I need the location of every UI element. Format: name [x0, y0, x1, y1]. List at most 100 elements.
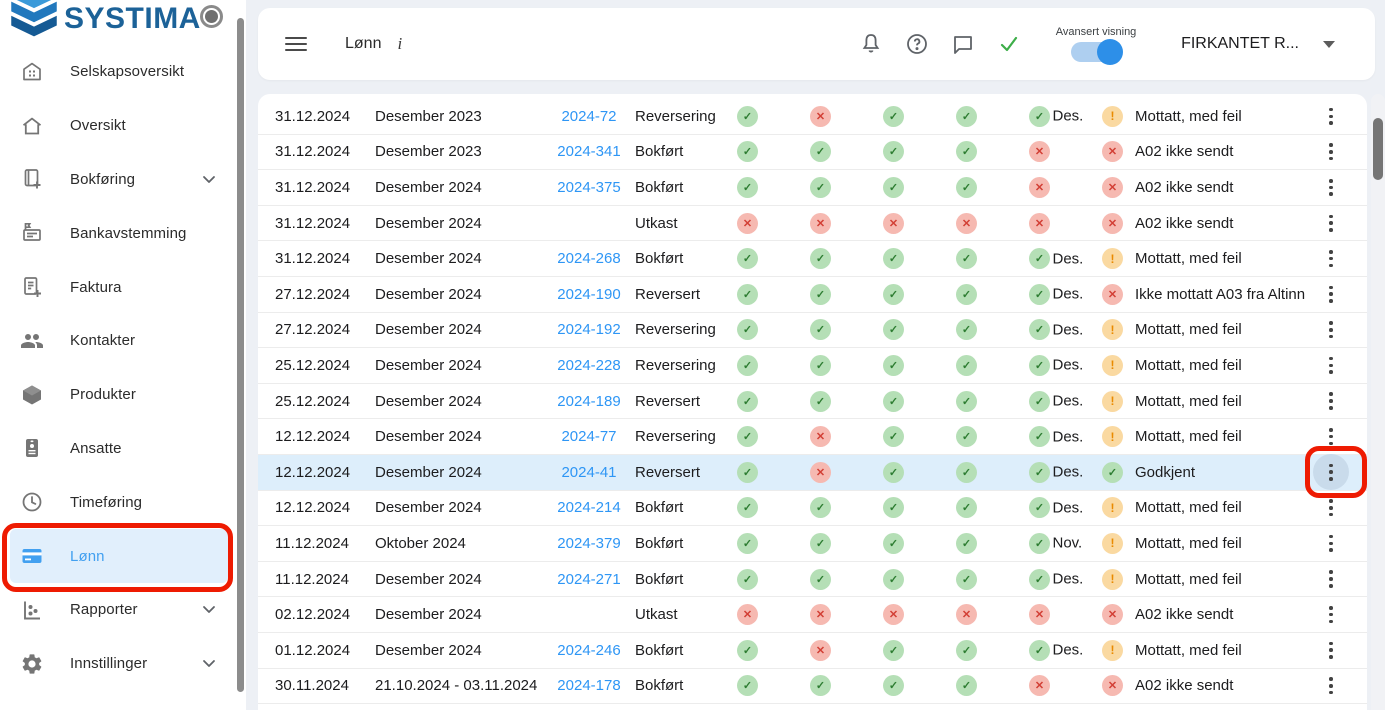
row-status: Reversert — [635, 285, 701, 303]
check-icon[interactable] — [997, 32, 1021, 56]
table-row[interactable]: 27.12.2024 Desember 2024 2024-192 Reverseri… — [258, 313, 1367, 349]
row-id-link[interactable]: 2024-271 — [557, 570, 621, 588]
chevron-down-icon[interactable] — [1323, 40, 1335, 48]
table-row[interactable]: 12.12.2024 Desember 2024 2024-214 Bokført ✓ ✓… — [258, 491, 1367, 527]
row-menu-cell — [1294, 419, 1367, 455]
row-check-cell: ✕ — [857, 604, 930, 626]
table-row[interactable]: 31.12.2024 Desember 2023 2024-72 Reverserin… — [258, 99, 1367, 135]
bell-icon[interactable] — [859, 32, 883, 56]
sidebar-item-oversikt[interactable]: Oversikt — [10, 99, 228, 153]
row-check-cell: ✓ — [930, 461, 1003, 483]
row-id-link[interactable]: 2024-77 — [561, 428, 617, 446]
main-scrollbar-thumb[interactable] — [1373, 118, 1383, 180]
row-period: Desember 2024 — [375, 321, 482, 339]
row-menu-button[interactable] — [1313, 169, 1349, 205]
row-menu-cell — [1294, 347, 1367, 383]
row-status: Reversering — [635, 428, 716, 446]
row-menu-button[interactable] — [1313, 347, 1349, 383]
row-menu-button[interactable] — [1313, 312, 1349, 348]
check-circle-icon: ✓ — [810, 283, 831, 305]
row-id-link[interactable]: 2024-379 — [557, 534, 621, 552]
row-menu-button[interactable] — [1313, 419, 1349, 455]
row-id-link[interactable]: 2024-72 — [561, 107, 617, 125]
sidebar-item-ansatte[interactable]: Ansatte — [10, 422, 228, 476]
check-circle-icon: ✓ — [810, 319, 831, 341]
main-scrollbar-track[interactable] — [1371, 94, 1385, 710]
table-row[interactable]: 25.12.2024 Desember 2024 2024-228 Reverseri… — [258, 348, 1367, 384]
row-result-text: Mottatt, med feil — [1135, 534, 1242, 552]
row-menu-button[interactable] — [1313, 668, 1349, 704]
warning-circle-icon: ! — [1102, 568, 1123, 590]
row-menu-button[interactable] — [1313, 98, 1349, 134]
row-menu-button[interactable] — [1313, 490, 1349, 526]
sidebar-item-bankavstemming[interactable]: Bankavstemming — [10, 206, 228, 260]
row-id-link[interactable]: 2024-41 — [561, 463, 617, 481]
table-row[interactable]: 25.12.2024 Desember 2024 2024-189 Reversert… — [258, 384, 1367, 420]
row-menu-button[interactable] — [1313, 241, 1349, 277]
row-result: ✕ Ikke mottatt A03 fra Altinn — [1076, 283, 1305, 305]
row-menu-button[interactable] — [1313, 205, 1349, 241]
table-row[interactable]: 11.12.2024 Oktober 2024 2024-379 Bokført ✓ ✓ ✓… — [258, 526, 1367, 562]
row-menu-button[interactable] — [1313, 525, 1349, 561]
sidebar-item-rapporter[interactable]: Rapporter — [10, 583, 228, 637]
table-row[interactable]: 12.12.2024 Desember 2024 2024-41 Reversert ✓… — [258, 454, 1367, 491]
row-menu-button[interactable] — [1313, 561, 1349, 597]
row-id-link[interactable]: 2024-189 — [557, 392, 621, 410]
row-period: Desember 2024 — [375, 214, 482, 232]
row-menu-button[interactable] — [1313, 632, 1349, 668]
sidebar-item-bokf-ring[interactable]: Bokføring — [10, 153, 228, 207]
table-row[interactable]: 02.12.2024 Desember 2024 Utkast ✕ ✕ ✕ ✕ ✕ ✕ A02 i… — [258, 597, 1367, 633]
sidebar-item-l-nn[interactable]: Lønn — [10, 529, 228, 583]
row-check-cell: ✓ — [930, 176, 1003, 198]
row-menu-button[interactable] — [1313, 597, 1349, 633]
check-circle-icon: ✓ — [883, 176, 904, 198]
cross-circle-icon: ✕ — [1102, 604, 1123, 626]
row-date: 12.12.2024 — [275, 428, 351, 446]
company-selector[interactable]: FIRKANTET R... — [1181, 35, 1299, 52]
table-row[interactable]: 31.12.2024 Desember 2024 Utkast ✕ ✕ ✕ ✕ ✕ ✕ A02 i… — [258, 206, 1367, 242]
table-row[interactable]: 30.11.2024 21.10.2024 - 03.11.2024 2024-17… — [258, 669, 1367, 705]
check-circle-icon: ✓ — [737, 532, 758, 554]
sidebar-scrollbar[interactable] — [237, 18, 244, 692]
row-id-link[interactable]: 2024-268 — [557, 250, 621, 268]
advanced-view-toggle[interactable] — [1071, 39, 1124, 65]
sidebar-item-produkter[interactable]: Produkter — [10, 368, 228, 422]
row-date: 25.12.2024 — [275, 356, 351, 374]
row-id-link[interactable]: 2024-192 — [557, 321, 621, 339]
row-menu-button[interactable] — [1313, 454, 1349, 491]
sidebar-item-innstillinger[interactable]: Innstillinger — [10, 637, 228, 691]
row-menu-button[interactable] — [1313, 383, 1349, 419]
sidebar-item-selskapsoversikt[interactable]: Selskapsoversikt — [10, 45, 228, 99]
row-check-cell: ✓ Des. — [1003, 639, 1083, 661]
row-status: Bokført — [635, 641, 684, 659]
sidebar-item-label: Innstillinger — [70, 655, 148, 673]
row-id-link[interactable]: 2024-375 — [557, 178, 621, 196]
row-id-link[interactable]: 2024-228 — [557, 356, 621, 374]
row-period: Desember 2024 — [375, 285, 482, 303]
check-circle-icon: ✓ — [810, 497, 831, 519]
chat-icon[interactable] — [951, 32, 975, 56]
row-id-link[interactable]: 2024-246 — [557, 641, 621, 659]
info-icon[interactable]: i — [397, 34, 403, 53]
row-id-link[interactable]: 2024-190 — [557, 285, 621, 303]
sidebar-collapse-button[interactable] — [200, 5, 223, 28]
row-menu-button[interactable] — [1313, 134, 1349, 170]
sidebar-item-kontakter[interactable]: Kontakter — [10, 314, 228, 368]
table-row[interactable]: 12.12.2024 Desember 2024 2024-77 Reverserin… — [258, 419, 1367, 455]
row-month-label: Des. — [1052, 285, 1084, 303]
row-menu-cell — [1294, 98, 1367, 134]
table-row[interactable]: 27.12.2024 Desember 2024 2024-190 Reversert… — [258, 277, 1367, 313]
table-row[interactable]: 01.12.2024 Desember 2024 2024-246 Bokført ✓ ✕… — [258, 633, 1367, 669]
menu-icon[interactable] — [285, 36, 307, 52]
sidebar-item-faktura[interactable]: Faktura — [10, 260, 228, 314]
table-row[interactable]: 31.12.2024 Desember 2023 2024-341 Bokført ✓ ✓… — [258, 135, 1367, 171]
row-menu-button[interactable] — [1313, 276, 1349, 312]
table-row[interactable]: 31.12.2024 Desember 2024 2024-375 Bokført ✓ ✓… — [258, 170, 1367, 206]
table-row[interactable]: 31.12.2024 Desember 2024 2024-268 Bokført ✓ ✓… — [258, 241, 1367, 277]
help-icon[interactable] — [905, 32, 929, 56]
table-row[interactable]: 11.12.2024 Desember 2024 2024-271 Bokført ✓ ✓… — [258, 562, 1367, 598]
row-id-link[interactable]: 2024-341 — [557, 143, 621, 161]
row-id-link[interactable]: 2024-214 — [557, 499, 621, 517]
row-id-link[interactable]: 2024-178 — [557, 677, 621, 695]
sidebar-item-timef-ring[interactable]: Timeføring — [10, 475, 228, 529]
